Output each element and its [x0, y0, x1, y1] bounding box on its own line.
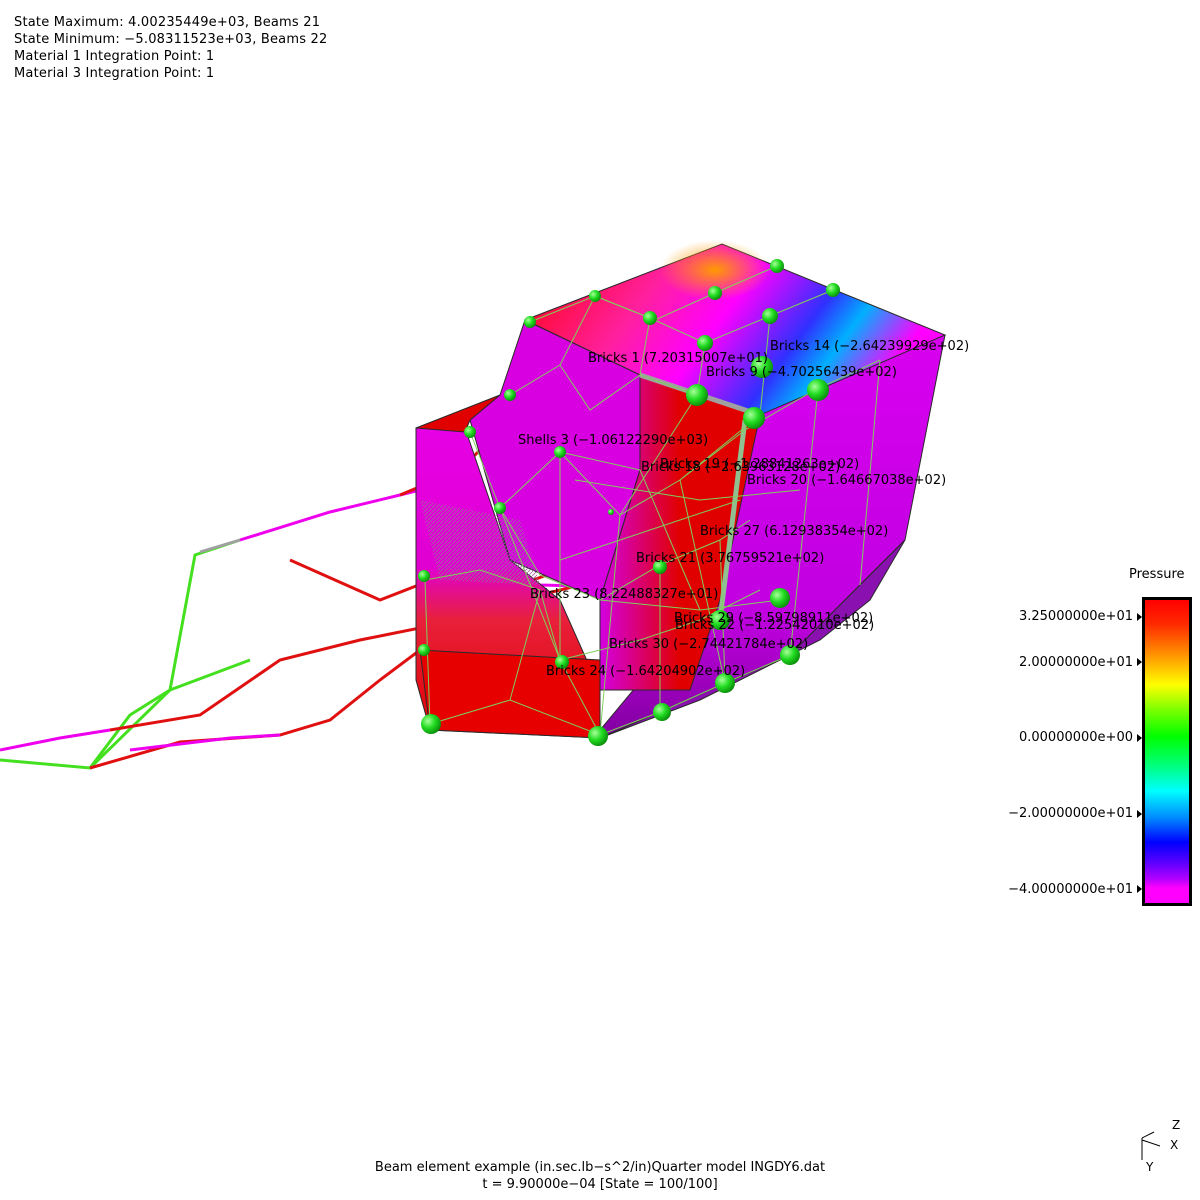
label-bricks-27: Bricks 27 (6.12938354e+02) — [700, 524, 888, 539]
material-1-ip: Material 1 Integration Point: 1 — [14, 49, 215, 64]
beam-green-upper — [0, 538, 241, 770]
shell-hatch — [420, 500, 540, 585]
label-bricks-21: Bricks 21 (3.76759521e+02) — [636, 551, 824, 566]
label-bricks-14: Bricks 14 (−2.64239929e+02) — [770, 339, 969, 354]
element-labels: Bricks 1 (7.20315007e+01) Bricks 14 (−2.… — [518, 339, 969, 679]
red-wedge — [599, 374, 761, 691]
label-bricks-18: Bricks 18 (−2.63963128e+02) — [641, 460, 840, 475]
tick-neg20: −2.00000000e+01 — [1008, 806, 1142, 821]
label-bricks-9: Bricks 9 (−4.70256439e+02) — [706, 365, 897, 380]
label-bricks-23: Bricks 23 (8.22488327e+01) — [530, 587, 718, 602]
tick-max: 3.25000000e+01 — [1019, 609, 1142, 624]
pressure-colorbar — [1142, 597, 1192, 906]
beam-grey-1 — [199, 538, 241, 554]
axis-z-label: Z — [1172, 1118, 1181, 1132]
label-bricks-29: Bricks 29 (−8.59798911e+02) — [674, 611, 873, 626]
axis-x-label: X — [1170, 1138, 1179, 1152]
label-bricks-30: Bricks 30 (−2.74421784e+02) — [609, 637, 808, 652]
tick-20: 2.00000000e+01 — [1019, 655, 1142, 670]
beam-green-lower — [88, 658, 251, 769]
label-bricks-1: Bricks 1 (7.20315007e+01) — [588, 351, 768, 366]
axis-y-label: Y — [1146, 1160, 1154, 1174]
beam-magenta-3 — [129, 733, 281, 752]
legend-title: Pressure — [1129, 567, 1185, 582]
beam-magenta-2 — [0, 728, 111, 752]
tick-0: 0.00000000e+00 — [1019, 730, 1142, 745]
state-maximum: State Maximum: 4.00235449e+03, Beams 21 — [14, 15, 321, 30]
tick-neg40: −4.00000000e+01 — [1008, 882, 1142, 897]
label-bricks-22: Bricks 22 (−1.22542010e+02) — [675, 618, 874, 633]
state-minimum: State Minimum: −5.08311523e+03, Beams 22 — [14, 32, 328, 47]
material-3-ip: Material 3 Integration Point: 1 — [14, 66, 215, 81]
mesh-lines — [424, 265, 881, 736]
label-bricks-24: Bricks 24 (−1.64204902e+02) — [546, 664, 745, 679]
footer: Beam element example (in.sec.lb−s^2/in)Q… — [0, 1159, 1200, 1193]
axes-triad-icon: Z X Y — [1132, 1118, 1192, 1178]
nodes — [418, 259, 840, 746]
label-bricks-20: Bricks 20 (−1.64667038e+02) — [747, 473, 946, 488]
time-state: t = 9.90000e−04 [State = 100/100] — [482, 1177, 718, 1192]
left-top-band — [415, 394, 501, 433]
state-info: State Maximum: 4.00235449e+03, Beams 21 … — [14, 14, 327, 82]
label-shells-3: Shells 3 (−1.06122290e+03) — [518, 433, 708, 448]
label-bricks-19: Bricks 19 (−1.28841263e+02) — [660, 457, 859, 472]
model-title: Beam element example (in.sec.lb−s^2/in)Q… — [374, 1160, 826, 1175]
beam-magenta-1 — [239, 483, 441, 542]
